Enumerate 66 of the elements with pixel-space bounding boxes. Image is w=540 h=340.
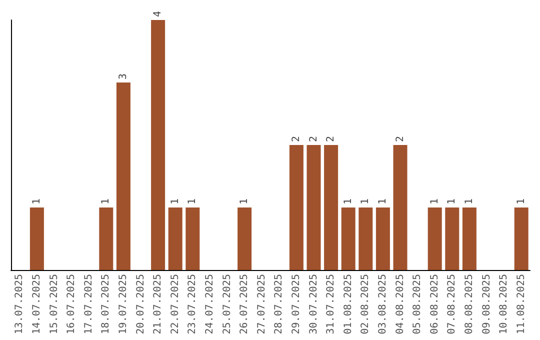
x-tick-label: 23.07.2025 (187, 274, 198, 334)
data-label: 1 (360, 198, 372, 204)
x-tick-label: 06.08.2025 (429, 274, 440, 334)
x-tick-label: 17.07.2025 (83, 274, 94, 334)
bar (168, 208, 182, 270)
bar (514, 208, 528, 270)
data-label: 1 (31, 198, 42, 204)
bar (445, 208, 460, 270)
x-tick-label: 16.07.2025 (66, 274, 78, 334)
x-tick-label: 07.08.2025 (446, 274, 458, 334)
x-tick-label: 28.07.2025 (274, 274, 285, 334)
x-tick-label: 26.07.2025 (239, 274, 250, 334)
x-tick-label: 14.07.2025 (31, 274, 42, 334)
bar (341, 208, 356, 270)
data-label: 1 (446, 198, 458, 204)
x-tick-label: 21.07.2025 (152, 274, 164, 334)
x-tick-label: 24.07.2025 (204, 274, 216, 334)
data-label: 2 (308, 136, 320, 142)
data-label: 2 (394, 136, 406, 142)
data-label: 1 (187, 198, 198, 204)
x-tick-label: 09.08.2025 (481, 274, 492, 334)
bar (358, 208, 373, 270)
x-tick-label: 04.08.2025 (394, 274, 406, 334)
bar (462, 208, 476, 270)
data-label: 3 (118, 73, 129, 80)
x-tick-label: 22.07.2025 (170, 274, 181, 334)
data-label: 1 (239, 198, 250, 204)
data-label: 1 (342, 198, 354, 204)
x-tick-label: 03.08.2025 (377, 274, 388, 334)
x-tick-label: 13.07.2025 (14, 274, 26, 334)
bar (186, 208, 200, 270)
x-tick-label: 30.07.2025 (308, 274, 320, 334)
data-label: 4 (152, 10, 164, 17)
bar (116, 82, 130, 270)
bar (393, 145, 408, 270)
data-label: 1 (377, 198, 388, 204)
data-label: 1 (464, 198, 475, 204)
bar (428, 208, 442, 270)
bar (99, 208, 114, 270)
x-tick-label: 01.08.2025 (342, 274, 354, 334)
x-tick-label: 18.07.2025 (100, 274, 112, 334)
data-label: 1 (516, 198, 527, 204)
x-tick-label: 25.07.2025 (222, 274, 233, 334)
x-tick-label: 15.07.2025 (48, 274, 60, 334)
x-tick-label: 19.07.2025 (118, 274, 129, 334)
x-tick-label: 05.08.2025 (412, 274, 424, 334)
data-label: 1 (170, 198, 181, 204)
x-tick-label: 11.08.2025 (516, 274, 527, 334)
bar (238, 208, 252, 270)
data-label: 2 (326, 136, 337, 142)
bar (289, 145, 304, 270)
bar (151, 20, 166, 270)
x-tick-label: 08.08.2025 (464, 274, 475, 334)
x-tick-label: 10.08.2025 (498, 274, 510, 334)
x-tick-label: 20.07.2025 (135, 274, 146, 334)
bar (376, 208, 390, 270)
bar (306, 145, 321, 270)
x-tick-label: 31.07.2025 (326, 274, 337, 334)
data-label: 1 (429, 198, 440, 204)
x-tick-label: 02.08.2025 (360, 274, 372, 334)
x-tick-label: 29.07.2025 (290, 274, 302, 334)
data-label: 1 (100, 198, 112, 204)
bar (30, 208, 44, 270)
x-tick-label: 27.07.2025 (256, 274, 268, 334)
data-label: 2 (290, 136, 302, 142)
bar (324, 145, 338, 270)
